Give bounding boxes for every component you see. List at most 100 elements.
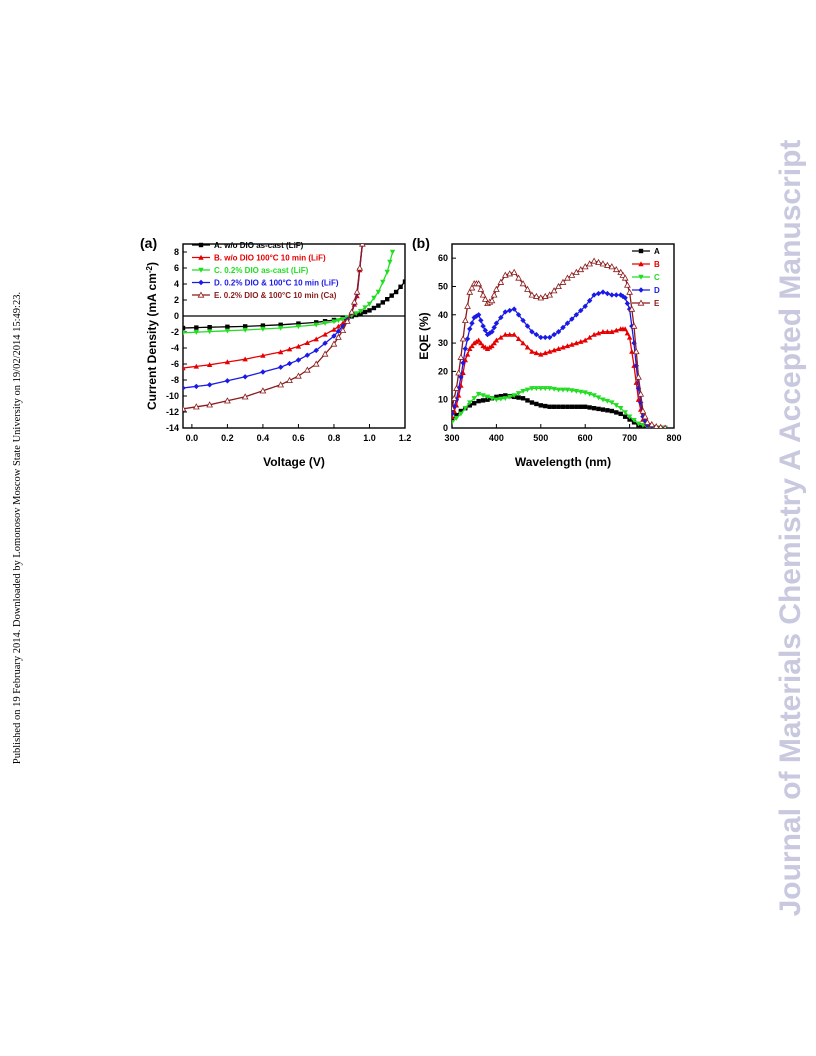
legend-marker-B [638,261,644,267]
panel-a-ticks: 0.0 0.2 0.4 0.6 0.8 1.0 1.2 -14 -12 -10 -8 -6 -4 -2 0 2… [166,247,411,443]
data-point-C [362,305,368,311]
data-point-E [653,423,659,428]
legend-marker-A [198,242,204,248]
data-point-C [569,388,575,394]
data-point-D [551,331,557,338]
data-point-E [464,302,471,309]
legend-label-C: C. 0.2% DIO as-cast (LiF) [214,266,309,275]
data-point-D [609,292,615,298]
x-tick-label: 700 [622,433,637,443]
data-point-E [353,288,361,295]
data-point-A [543,403,548,409]
data-point-E [455,369,463,376]
data-point-C [357,309,364,314]
data-point-C [520,389,526,394]
data-point-B [564,343,571,349]
data-point-A [534,401,539,407]
data-point-A [600,407,606,412]
data-point-D [469,320,475,326]
y-tick-label: -12 [166,407,179,417]
data-point-E [590,257,598,264]
x-tick-label: 600 [578,433,593,443]
data-point-A [402,279,405,284]
data-point-C [511,393,517,399]
data-point-A [242,324,248,329]
data-point-D [622,295,628,301]
data-point-B [502,331,508,337]
data-point-D [620,293,626,300]
series-line-A [183,281,405,329]
data-point-A [476,398,481,404]
data-point-D [242,374,248,380]
data-point-B [331,326,337,332]
data-point-E [643,418,651,425]
data-point-E [358,244,366,247]
legend-marker-C [198,267,204,273]
data-point-D [520,317,526,324]
data-point-B [193,363,200,369]
y-tick-label: -14 [166,423,179,433]
data-point-C [313,322,319,328]
data-point-C [322,321,328,326]
data-point-D [624,300,631,307]
data-point-E [330,340,338,347]
data-point-C [524,387,531,393]
data-point-D [313,347,319,354]
data-point-B [622,326,628,332]
data-point-E [604,261,611,268]
data-point-C [340,317,346,322]
legend-marker-E [637,299,645,306]
data-point-C [626,414,633,420]
data-point-A [472,401,477,406]
data-point-D [277,364,284,370]
data-point-B [277,349,284,355]
data-point-E [497,278,505,285]
data-point-E [632,348,640,355]
data-point-E [490,291,498,298]
data-point-E [192,403,200,410]
legend-label-B: B [654,260,660,269]
data-point-E [295,372,302,379]
data-point-C [277,325,284,331]
y-tick-label: -6 [171,359,179,369]
data-point-E [475,280,483,287]
data-point-D [560,324,566,331]
data-point-D [635,385,642,392]
x-tick-label: 0.2 [221,433,234,443]
data-point-A [467,403,472,408]
data-point-C [609,400,615,406]
data-point-B [551,347,557,353]
y-tick-label: -10 [166,391,179,401]
data-point-A [569,404,575,409]
data-point-A [454,413,459,418]
data-point-D [638,399,644,406]
data-point-B [498,334,504,340]
data-point-E [595,258,602,265]
legend-label-B: B. w/o DIO 100°C 10 min (LiF) [214,254,326,263]
data-point-D [586,297,593,304]
data-point-C [335,318,342,324]
data-point-A [371,305,377,311]
data-point-A [260,323,266,328]
data-point-C [462,405,469,411]
data-point-C [387,259,393,265]
data-point-D [295,357,302,363]
data-point-B [538,351,544,357]
data-point-C [331,319,337,325]
data-point-A [618,411,623,417]
data-point-C [480,393,486,399]
data-point-B [489,343,495,349]
data-point-E [519,280,527,287]
data-point-D [600,289,606,295]
data-point-C [635,421,642,427]
data-point-B [560,344,566,350]
panel-a-ylabel-end: ) [145,262,159,266]
data-point-A [596,406,601,412]
data-point-D [564,320,571,326]
data-point-B [487,344,493,350]
data-point-E [348,308,356,315]
data-point-D [629,323,635,329]
data-point-C [591,393,597,399]
data-point-B [322,331,328,337]
